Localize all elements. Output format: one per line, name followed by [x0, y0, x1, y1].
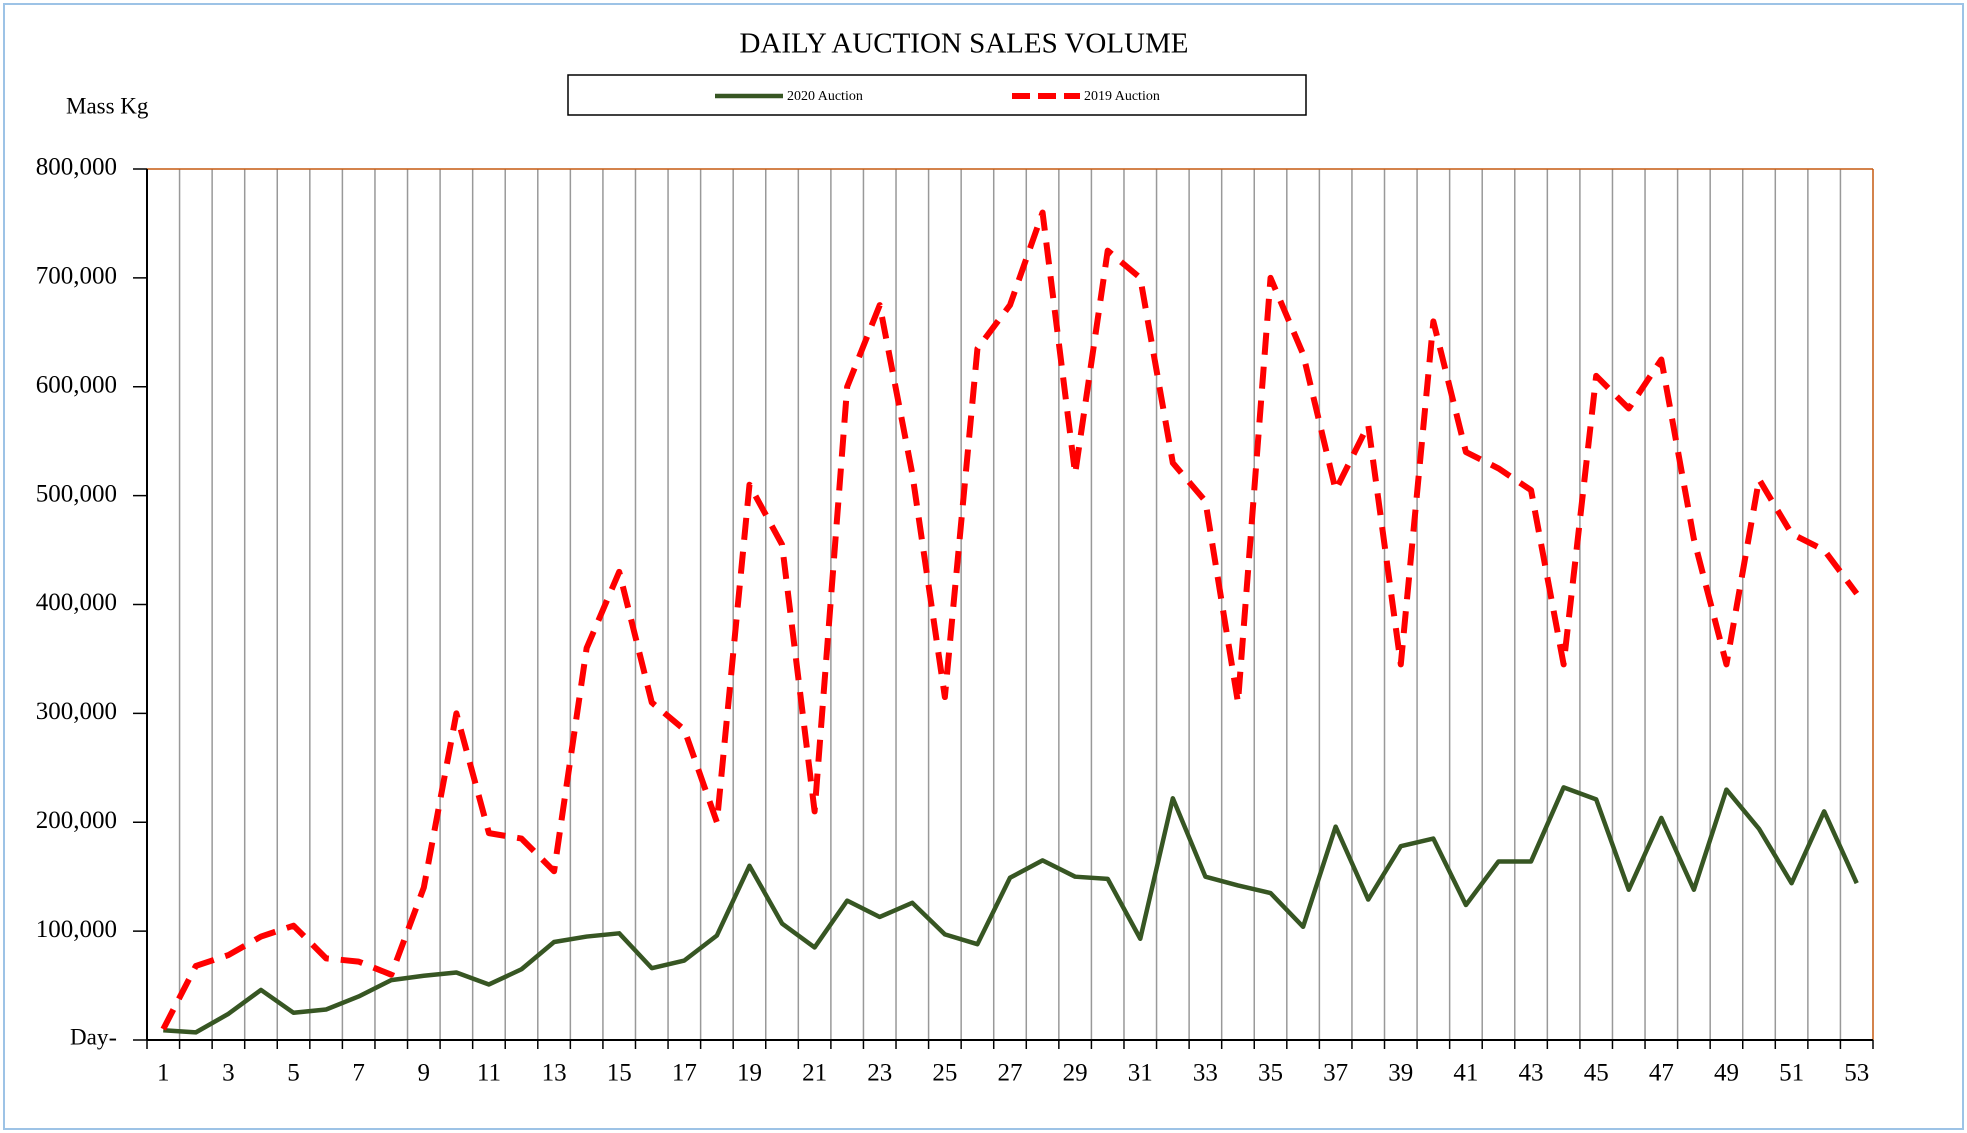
- x-tick-label: 51: [1779, 1060, 1804, 1087]
- data-line: [160, 209, 1860, 1031]
- x-tick-label: 35: [1258, 1060, 1283, 1087]
- y-tick-label: 300,000: [36, 698, 117, 725]
- y-tick-label: 600,000: [36, 371, 117, 398]
- data-line: [163, 785, 1859, 1035]
- y-tick-label: 800,000: [36, 154, 117, 181]
- x-tick-label: 31: [1128, 1060, 1153, 1087]
- legend-box: [567, 74, 1307, 116]
- y-tick-label: 700,000: [36, 263, 117, 290]
- frame: [3, 3, 1964, 1130]
- x-tick-label: 1: [157, 1060, 170, 1087]
- x-tick-label: 13: [542, 1060, 567, 1087]
- x-tick-label: 3: [222, 1060, 235, 1087]
- x-tick-label: 45: [1584, 1060, 1609, 1087]
- x-tick-label: 37: [1323, 1060, 1348, 1087]
- x-tick-label: 21: [802, 1060, 827, 1087]
- x-tick-label: 49: [1714, 1060, 1739, 1087]
- x-axis-label: Day: [70, 1024, 109, 1049]
- y-tick-label: 200,000: [36, 807, 117, 834]
- x-tick-label: 41: [1453, 1060, 1478, 1087]
- x-tick-label: 33: [1193, 1060, 1218, 1087]
- x-tick-label: 29: [1063, 1060, 1088, 1087]
- y-tick-label: -: [109, 1025, 117, 1052]
- x-tick-label: 43: [1519, 1060, 1544, 1087]
- x-tick-label: 7: [352, 1060, 365, 1087]
- x-tick-label: 47: [1649, 1060, 1674, 1087]
- x-tick-label: 25: [932, 1060, 957, 1087]
- x-tick-label: 17: [672, 1060, 697, 1087]
- x-tick-label: 9: [418, 1060, 431, 1087]
- x-tick-label: 15: [607, 1060, 632, 1087]
- legend-label: 2020 Auction: [787, 89, 863, 104]
- x-tick-label: 53: [1844, 1060, 1869, 1087]
- y-tick-label: 500,000: [36, 480, 117, 507]
- x-tick-label: 5: [287, 1060, 300, 1087]
- y-tick-label: 400,000: [36, 589, 117, 616]
- chart-title: DAILY AUCTION SALES VOLUME: [739, 28, 1188, 60]
- y-tick-label: 100,000: [36, 916, 117, 943]
- x-tick-label: 19: [737, 1060, 762, 1087]
- x-tick-label: 11: [477, 1060, 501, 1087]
- x-tick-label: 27: [998, 1060, 1023, 1087]
- y-axis-label: Mass Kg: [66, 93, 149, 118]
- x-tick-label: 23: [867, 1060, 892, 1087]
- x-tick-label: 39: [1388, 1060, 1413, 1087]
- legend-label: 2019 Auction: [1084, 89, 1160, 104]
